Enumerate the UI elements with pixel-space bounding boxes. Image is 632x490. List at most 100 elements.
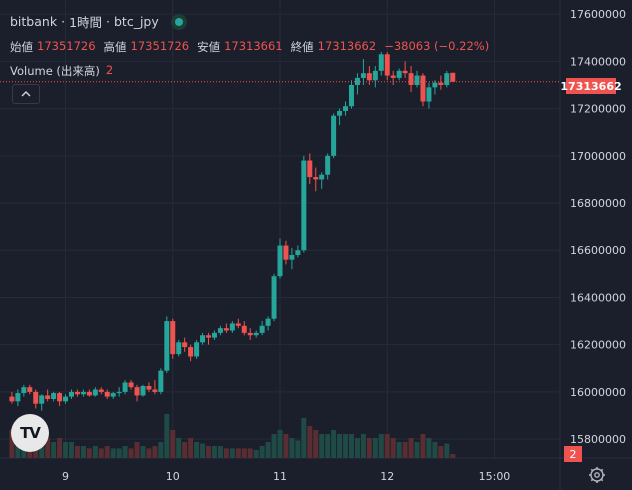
candle	[57, 391, 63, 407]
candle	[74, 389, 80, 397]
chevron-up-icon	[21, 91, 31, 97]
candle	[438, 75, 444, 90]
volume-bar	[444, 443, 450, 458]
candle-body	[182, 342, 188, 348]
candle-body	[86, 391, 92, 396]
candle	[283, 240, 289, 265]
x-tick-label: 9	[62, 470, 69, 483]
candle-body	[140, 385, 146, 396]
candle-body	[378, 54, 384, 71]
change-value: −38063 (−0.22%)	[384, 39, 490, 53]
volume-value: 2	[105, 63, 114, 77]
candle-body	[146, 385, 152, 390]
volume-bar	[182, 442, 188, 458]
candle	[289, 247, 295, 270]
high-label: 高値	[103, 40, 127, 54]
candle	[188, 344, 194, 362]
candle	[158, 368, 164, 395]
candle-body	[158, 370, 164, 392]
candle	[396, 68, 402, 81]
candle-body	[15, 393, 21, 402]
volume-bar	[74, 446, 80, 458]
candle-body	[343, 106, 349, 111]
volume-bar	[378, 434, 384, 458]
volume-bar	[265, 442, 271, 458]
candle	[241, 321, 247, 336]
candle-body	[27, 387, 33, 392]
candle	[420, 73, 426, 107]
candle	[313, 167, 319, 192]
candle-body	[194, 342, 200, 357]
high-value: 17351726	[130, 39, 190, 53]
candle-body	[164, 321, 170, 371]
candle	[80, 389, 86, 397]
volume-bar	[158, 442, 164, 458]
x-tick-label: 10	[166, 470, 180, 483]
volume-bar	[116, 448, 122, 458]
volume-bar	[223, 448, 229, 458]
candle-body	[211, 332, 217, 338]
volume-bar	[104, 446, 110, 458]
tradingview-logo[interactable]: TV	[11, 414, 49, 452]
volume-bar	[9, 430, 15, 458]
volume-bar	[307, 426, 313, 458]
gear-icon[interactable]	[588, 466, 606, 484]
volume-bar	[247, 448, 253, 458]
volume-bar	[206, 446, 212, 458]
volume-bar	[241, 448, 247, 458]
volume-bar	[396, 442, 402, 458]
volume-tag: 2	[564, 446, 582, 462]
candle	[182, 337, 188, 352]
candle	[164, 316, 170, 374]
candle-body	[63, 396, 69, 402]
symbol-label[interactable]: btc_jpy	[114, 14, 159, 29]
candle	[27, 384, 33, 395]
candle	[390, 70, 396, 85]
candle-body	[307, 160, 313, 178]
candle	[68, 389, 74, 399]
low-value: 17313661	[224, 39, 283, 53]
candle-body	[110, 393, 116, 397]
volume-bar	[45, 438, 51, 458]
candle	[372, 66, 378, 88]
volume-label[interactable]: Volume (出来高)	[10, 64, 100, 78]
collapse-legend-button[interactable]	[12, 84, 40, 104]
candle-body	[80, 391, 86, 395]
candle-body	[432, 82, 438, 88]
volume-bar	[432, 442, 438, 458]
y-tick-label: 15800000	[570, 433, 626, 446]
candle	[21, 384, 27, 397]
candle-body	[116, 391, 122, 394]
interval-label[interactable]: 1時間	[69, 15, 103, 30]
candle	[343, 101, 349, 116]
candle	[432, 80, 438, 95]
volume-bar	[211, 446, 217, 458]
volume-bar	[140, 446, 146, 458]
candle	[200, 332, 206, 345]
candle-body	[438, 82, 444, 85]
candle	[15, 389, 21, 407]
candle	[426, 82, 432, 109]
candle	[295, 245, 301, 258]
candle	[33, 389, 39, 409]
candle	[319, 172, 325, 189]
candle	[146, 382, 152, 392]
candle	[331, 113, 337, 159]
candle	[104, 389, 110, 399]
open-value: 17351726	[37, 39, 96, 53]
volume-bar	[277, 430, 283, 458]
candle-body	[366, 73, 372, 81]
candle	[51, 391, 57, 402]
volume-bar	[235, 448, 241, 458]
candle-body	[325, 155, 331, 175]
volume-bar	[128, 448, 134, 458]
y-tick-label: 16400000	[570, 291, 626, 304]
candle-body	[200, 335, 206, 343]
candle	[122, 380, 128, 395]
candle	[9, 391, 15, 404]
candle-body	[426, 87, 432, 102]
volume-bar	[146, 448, 152, 458]
candle-body	[271, 276, 277, 319]
volume-bar	[283, 434, 289, 458]
